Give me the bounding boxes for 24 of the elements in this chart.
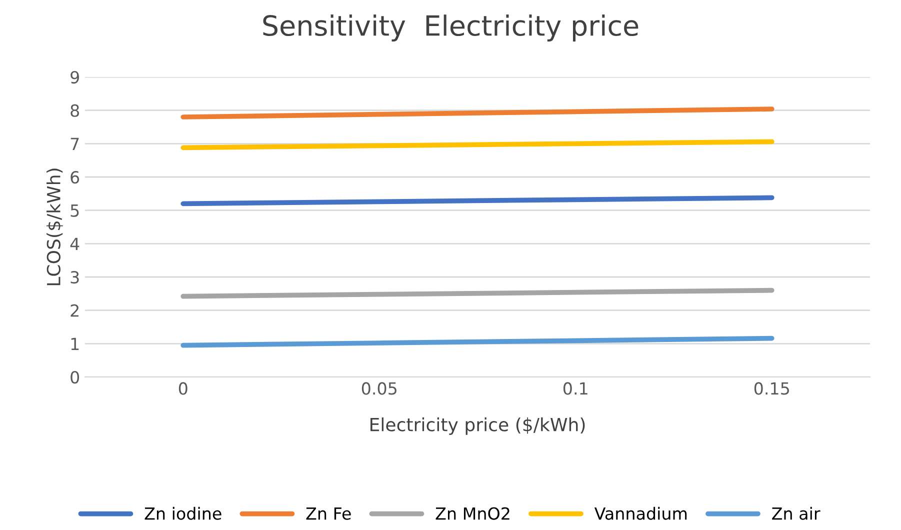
legend-label: Zn MnO2 xyxy=(436,507,510,520)
x-tick-label: 0 xyxy=(178,382,188,395)
y-tick-label: 2 xyxy=(70,304,78,317)
legend-label: Zn Fe xyxy=(306,507,351,520)
y-tick-label: 4 xyxy=(70,238,80,250)
y-tick-label: 7 xyxy=(70,138,79,150)
x-axis-title: Electricity price ($/kWh) xyxy=(370,417,585,435)
y-axis-title: LCOS($/kWh) xyxy=(46,168,63,286)
y-tick-label: 8 xyxy=(70,104,79,117)
y-tick-label: 1 xyxy=(71,338,79,350)
line-series xyxy=(180,106,774,120)
y-tick-label: 6 xyxy=(70,170,80,184)
legend-label: Zn iodine xyxy=(144,506,222,520)
legend-label: Zn air xyxy=(772,506,820,520)
line-series xyxy=(180,336,774,348)
x-tick-label: 0.15 xyxy=(754,382,789,395)
y-tick-label: 5 xyxy=(70,204,79,217)
y-tick-label: 0 xyxy=(70,370,80,384)
x-tick-label: 0.1 xyxy=(563,382,588,395)
legend-label: Vannadium xyxy=(594,506,687,520)
y-tick-label: 3 xyxy=(70,270,79,284)
x-tick-label: 0.05 xyxy=(362,382,396,395)
chart-title: Sensitivity Electricity price xyxy=(263,14,638,42)
y-tick-label: 9 xyxy=(70,70,79,84)
